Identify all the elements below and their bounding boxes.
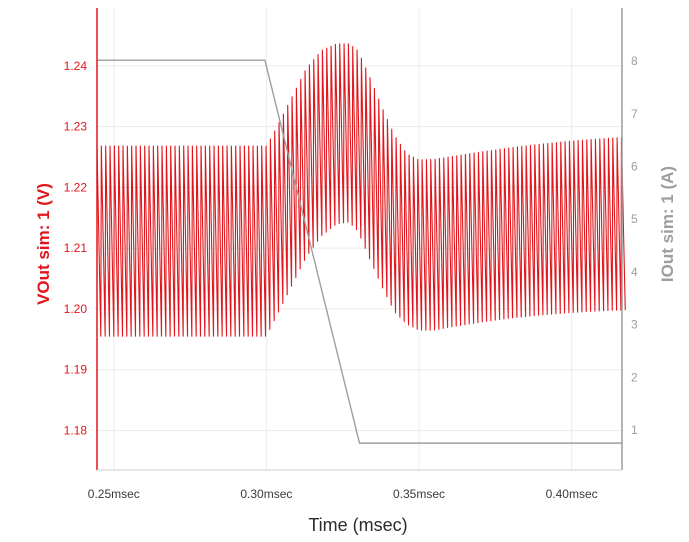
x-axis-title: Time (msec) [308,515,407,535]
y-axis-left-title: VOut sim: 1 (V) [34,183,53,305]
y-right-tick-label: 2 [631,370,638,384]
tick-labels: 1.18 1.19 1.20 1.21 1.22 1.23 1.24 1 2 3 4 5 6 7 8 0.25… [64,54,638,501]
y-left-tick-label: 1.19 [64,363,88,377]
y-right-tick-label: 6 [631,160,638,174]
x-tick-label: 0.30msec [240,487,292,501]
axes [96,8,623,471]
plot-series [96,43,626,444]
series-iout-line [97,59,622,444]
y-right-tick-label: 5 [631,212,638,226]
y-left-tick-label: 1.24 [64,59,88,73]
series-vout-line [96,43,626,337]
y-left-tick-label: 1.20 [64,302,88,316]
x-tick-label: 0.40msec [546,487,598,501]
y-right-tick-label: 3 [631,318,638,332]
y-left-tick-label: 1.21 [64,241,88,255]
x-tick-label: 0.25msec [88,487,140,501]
y-right-tick-label: 4 [631,265,638,279]
y-right-tick-label: 7 [631,107,638,121]
y-right-tick-label: 1 [631,423,638,437]
y-left-tick-label: 1.22 [64,180,88,194]
y-axis-right-title: IOut sim: 1 (A) [658,166,677,282]
y-left-tick-label: 1.18 [64,423,88,437]
y-right-tick-label: 8 [631,54,638,68]
y-left-tick-label: 1.23 [64,120,88,134]
x-tick-label: 0.35msec [393,487,445,501]
